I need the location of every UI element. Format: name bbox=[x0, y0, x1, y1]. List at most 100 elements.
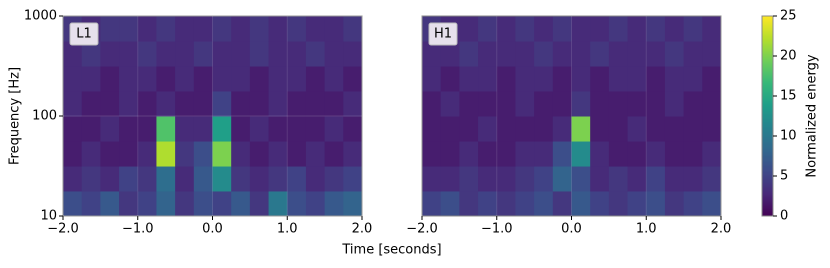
colorbar-step bbox=[762, 150, 773, 153]
cell bbox=[81, 166, 101, 192]
cell bbox=[534, 90, 554, 117]
cell bbox=[478, 116, 498, 142]
cell bbox=[119, 166, 139, 192]
colorbar-step bbox=[762, 32, 773, 35]
cell bbox=[81, 141, 101, 167]
colorbar-step bbox=[762, 36, 773, 39]
colorbar-step bbox=[762, 42, 773, 45]
x-tick-label: −1.0 bbox=[481, 222, 513, 237]
colorbar-step bbox=[762, 154, 773, 157]
cell bbox=[249, 166, 270, 192]
colorbar-step bbox=[762, 138, 773, 141]
cell bbox=[137, 190, 157, 217]
cell bbox=[627, 66, 647, 92]
cell bbox=[305, 90, 326, 117]
cell bbox=[212, 90, 232, 117]
cell bbox=[552, 190, 572, 217]
cell bbox=[627, 190, 647, 217]
cell bbox=[175, 66, 195, 92]
cell bbox=[193, 166, 213, 192]
cell bbox=[193, 41, 213, 67]
cell bbox=[422, 141, 442, 167]
colorbar-step bbox=[762, 26, 773, 29]
cell bbox=[249, 116, 270, 142]
cell bbox=[608, 166, 629, 192]
cell bbox=[627, 41, 647, 67]
cell bbox=[683, 90, 703, 117]
colorbar-step bbox=[762, 108, 773, 111]
cell bbox=[515, 166, 535, 192]
cell bbox=[646, 116, 666, 142]
cell bbox=[683, 190, 703, 217]
colorbar-step bbox=[762, 18, 773, 21]
cell bbox=[440, 90, 460, 117]
cell bbox=[459, 66, 479, 92]
cell bbox=[343, 190, 363, 217]
cell bbox=[249, 16, 270, 42]
colorbar-step bbox=[762, 188, 773, 191]
colorbar-step bbox=[762, 44, 773, 47]
cell bbox=[343, 90, 363, 117]
colorbar-step bbox=[762, 102, 773, 105]
cell bbox=[590, 90, 610, 117]
cell bbox=[422, 90, 442, 117]
colorbar-step bbox=[762, 20, 773, 23]
cell bbox=[552, 16, 572, 42]
cell bbox=[231, 190, 251, 217]
cell bbox=[287, 16, 307, 42]
cell bbox=[627, 141, 647, 167]
cell bbox=[571, 66, 591, 92]
cell bbox=[63, 190, 83, 217]
cell bbox=[478, 190, 498, 217]
cell bbox=[268, 16, 288, 42]
cell bbox=[459, 16, 479, 42]
cell bbox=[100, 66, 120, 92]
cell bbox=[100, 16, 120, 42]
x-axis-label: Time [seconds] bbox=[341, 243, 441, 258]
y-axis-label: Frequency [Hz] bbox=[8, 67, 23, 165]
colorbar-tick-label: 15 bbox=[780, 89, 797, 104]
cell bbox=[608, 141, 629, 167]
cell bbox=[100, 166, 120, 192]
colorbar-step bbox=[762, 130, 773, 133]
cell bbox=[268, 141, 288, 167]
cell bbox=[646, 66, 666, 92]
cell bbox=[664, 116, 685, 142]
colorbar-label: Normalized energy bbox=[805, 54, 820, 177]
cell bbox=[496, 166, 516, 192]
cell bbox=[496, 16, 516, 42]
cell bbox=[608, 41, 629, 67]
colorbar-step bbox=[762, 160, 773, 163]
cell bbox=[193, 16, 213, 42]
colorbar-step bbox=[762, 214, 773, 217]
cell bbox=[287, 41, 307, 67]
cell bbox=[422, 116, 442, 142]
colorbar-step bbox=[762, 72, 773, 75]
cell bbox=[646, 41, 666, 67]
cell bbox=[664, 166, 685, 192]
colorbar-step bbox=[762, 198, 773, 201]
cell bbox=[590, 166, 610, 192]
cell bbox=[534, 41, 554, 67]
cell bbox=[702, 66, 722, 92]
cell bbox=[231, 141, 251, 167]
cell bbox=[459, 166, 479, 192]
cell bbox=[683, 166, 703, 192]
colorbar-step bbox=[762, 156, 773, 159]
cell bbox=[305, 190, 326, 217]
colorbar-step bbox=[762, 178, 773, 181]
cell bbox=[571, 166, 591, 192]
cell bbox=[422, 166, 442, 192]
cell bbox=[287, 90, 307, 117]
colorbar-step bbox=[762, 98, 773, 101]
cell bbox=[515, 90, 535, 117]
cell bbox=[81, 66, 101, 92]
cell bbox=[268, 90, 288, 117]
colorbar-step bbox=[762, 60, 773, 63]
cell bbox=[608, 16, 629, 42]
cell bbox=[496, 41, 516, 67]
colorbar-tick-label: 20 bbox=[780, 49, 797, 64]
cell bbox=[496, 66, 516, 92]
x-tick-label: 1.0 bbox=[636, 222, 657, 237]
cell bbox=[175, 16, 195, 42]
